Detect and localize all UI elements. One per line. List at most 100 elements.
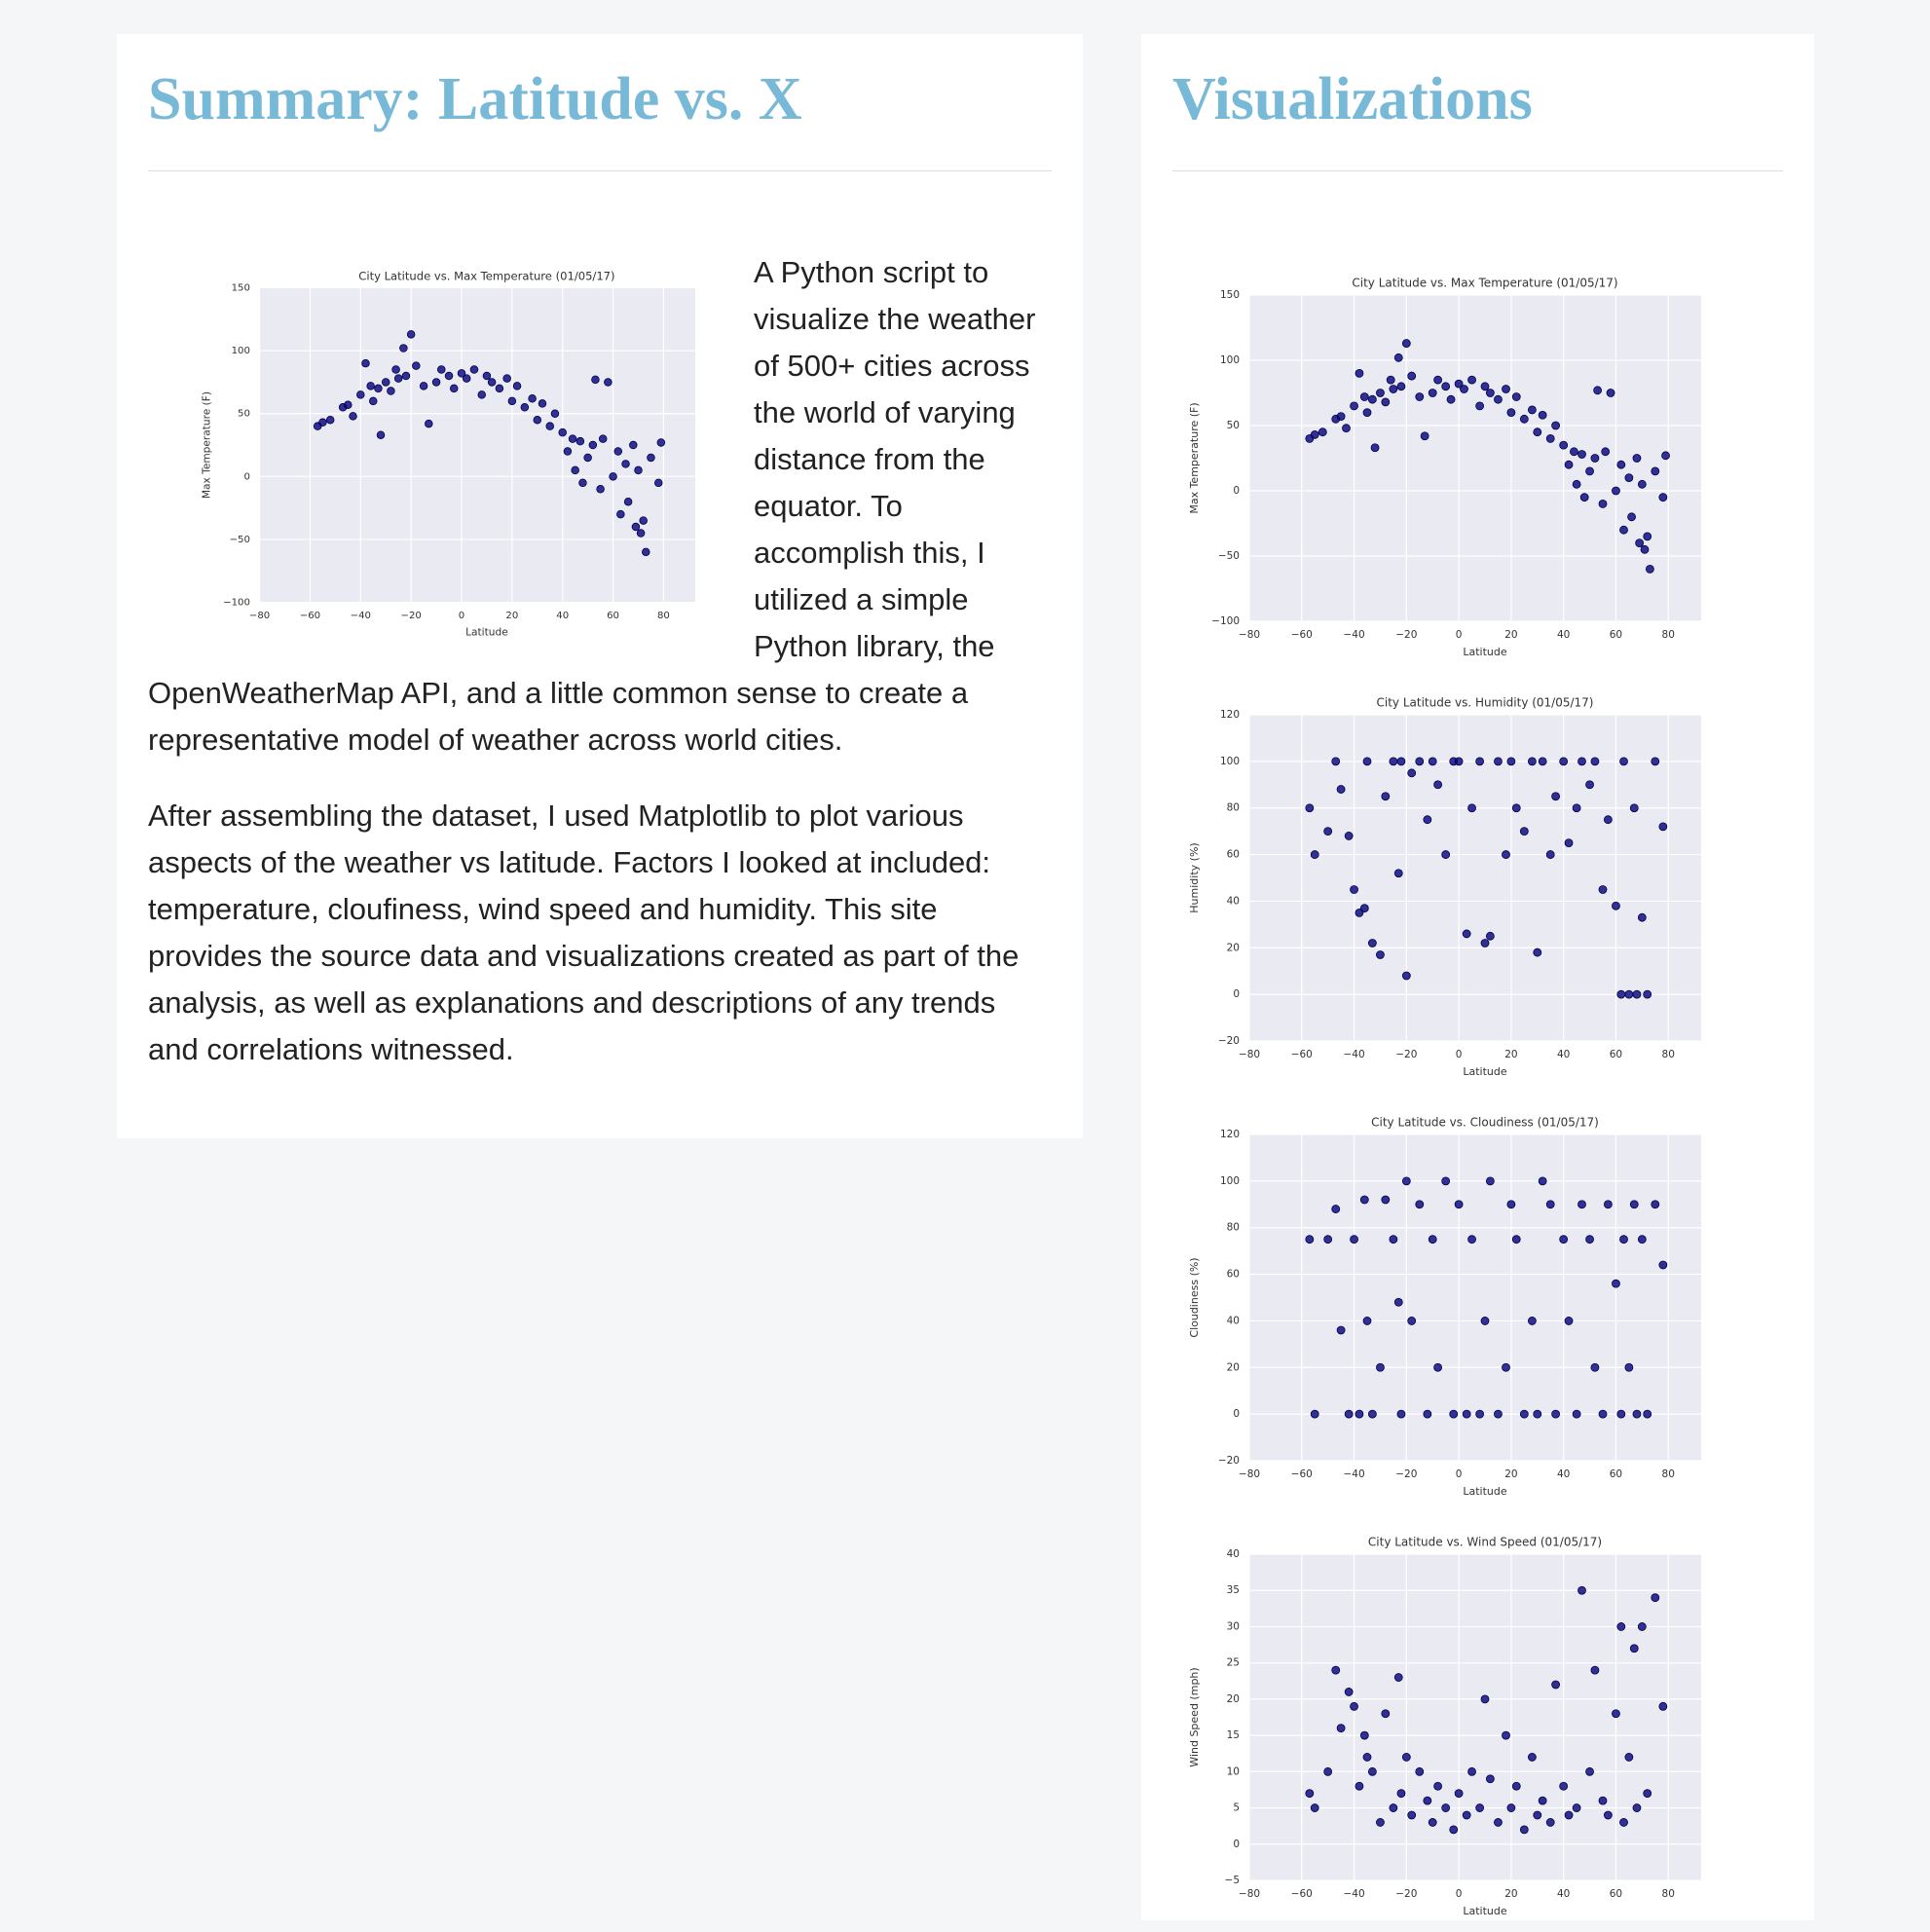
data-point — [406, 330, 416, 339]
x-tick-label: −60 — [300, 611, 320, 621]
data-point — [1310, 429, 1319, 439]
data-point — [1336, 412, 1346, 422]
x-axis-label: Latitude — [1463, 1485, 1507, 1498]
data-point — [1467, 375, 1476, 385]
y-tick-label: 5 — [1233, 1802, 1240, 1814]
data-point — [325, 415, 335, 425]
data-point — [1632, 1803, 1642, 1812]
data-point — [1485, 931, 1495, 941]
y-tick-label: 120 — [1220, 1129, 1240, 1140]
data-point — [1460, 385, 1468, 393]
data-point — [1475, 1409, 1485, 1419]
data-point — [1407, 768, 1417, 778]
data-point — [1323, 827, 1333, 836]
data-point — [1533, 1810, 1542, 1820]
data-point — [1415, 1200, 1425, 1209]
data-point — [425, 419, 433, 428]
data-point — [482, 371, 492, 381]
data-point — [1401, 339, 1411, 348]
data-point — [1389, 757, 1398, 766]
y-axis-label: Wind Speed (mph) — [1188, 1667, 1201, 1766]
y-tick-label: 25 — [1227, 1657, 1240, 1669]
data-point — [1502, 385, 1510, 393]
x-tick-label: 80 — [1662, 1049, 1675, 1060]
data-point — [1407, 371, 1417, 381]
x-tick-label: −20 — [1395, 1049, 1417, 1060]
data-point — [1527, 757, 1537, 766]
x-tick-label: −20 — [1395, 629, 1417, 641]
data-point — [449, 384, 459, 393]
y-axis-label: Cloudiness (%) — [1188, 1257, 1201, 1337]
data-point — [647, 453, 655, 463]
data-point — [588, 440, 598, 450]
x-tick-label: 0 — [1456, 1888, 1463, 1900]
visualizations-title: Visualizations — [1172, 66, 1533, 132]
data-point — [1494, 1409, 1503, 1419]
data-point — [1527, 1753, 1537, 1762]
data-point — [1511, 392, 1521, 401]
data-point — [550, 409, 560, 418]
data-point — [1564, 838, 1574, 848]
data-point — [1658, 1260, 1668, 1270]
data-point — [457, 369, 466, 378]
data-point — [1401, 1753, 1411, 1762]
data-point — [1480, 382, 1490, 391]
data-point — [1376, 1362, 1385, 1372]
data-point — [1651, 466, 1660, 476]
data-point — [495, 384, 504, 393]
data-point — [1331, 1205, 1341, 1213]
data-point — [609, 472, 617, 481]
data-point — [487, 378, 497, 387]
data-point — [1538, 1796, 1547, 1805]
data-point — [1632, 454, 1642, 463]
data-point — [1449, 1825, 1459, 1835]
x-axis-label: Latitude — [465, 626, 508, 638]
x-tick-label: −80 — [1239, 1049, 1260, 1060]
x-tick-label: −60 — [1291, 1888, 1313, 1900]
data-point — [1423, 1796, 1432, 1805]
y-tick-label: −100 — [223, 598, 250, 609]
y-tick-label: 100 — [1220, 1175, 1240, 1187]
x-tick-label: 60 — [1610, 1468, 1622, 1480]
data-point — [507, 396, 517, 406]
y-tick-label: 0 — [1233, 485, 1240, 497]
y-tick-label: −5 — [1225, 1875, 1240, 1886]
x-tick-label: −80 — [1239, 1888, 1260, 1900]
x-tick-label: 40 — [1557, 1468, 1570, 1480]
data-point — [1420, 431, 1429, 441]
data-point — [1643, 532, 1652, 541]
data-point — [366, 382, 375, 390]
y-tick-label: 40 — [1227, 895, 1240, 907]
data-point — [1389, 385, 1398, 393]
data-point — [1376, 389, 1385, 397]
x-axis-label: Latitude — [1463, 1905, 1507, 1917]
data-point — [369, 396, 378, 406]
data-point — [1485, 1774, 1495, 1784]
data-point — [1367, 939, 1377, 947]
data-point — [1577, 450, 1586, 459]
data-point — [1407, 1317, 1417, 1325]
y-tick-label: 120 — [1220, 709, 1240, 721]
data-point — [1559, 1235, 1569, 1245]
data-point — [1585, 1766, 1594, 1776]
plot-area — [1249, 715, 1701, 1041]
x-tick-label: 40 — [556, 611, 569, 621]
data-point — [1336, 785, 1346, 794]
data-point — [1545, 850, 1555, 859]
chart-title: City Latitude vs. Max Temperature (01/05… — [1352, 277, 1617, 290]
data-point — [1519, 827, 1529, 836]
data-point — [1577, 757, 1586, 766]
plot-area — [1249, 295, 1701, 621]
data-point — [1502, 1362, 1510, 1372]
data-point — [1624, 473, 1634, 483]
data-point — [1350, 401, 1358, 411]
data-point — [1559, 757, 1569, 766]
data-point — [616, 509, 625, 519]
x-tick-label: 40 — [1557, 629, 1570, 641]
data-point — [1590, 1362, 1600, 1372]
x-tick-label: 20 — [1504, 629, 1517, 641]
data-point — [1454, 1789, 1464, 1799]
data-point — [1506, 1803, 1516, 1812]
data-point — [1401, 1176, 1411, 1186]
data-point — [1467, 1766, 1476, 1776]
